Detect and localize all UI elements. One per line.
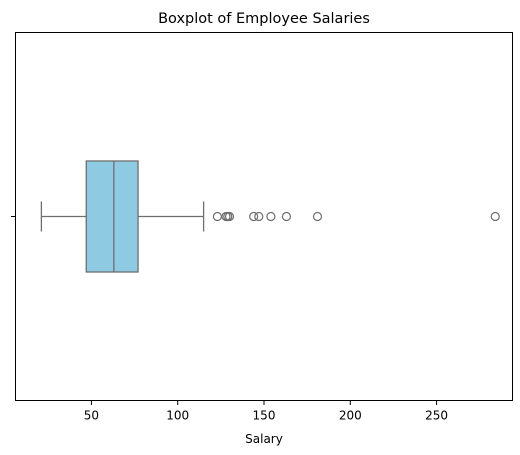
outlier-point xyxy=(254,211,264,222)
x-tick-label: 50 xyxy=(84,409,99,423)
outlier-point xyxy=(281,211,292,222)
x-axis-label: Salary xyxy=(245,432,283,446)
outlier-point xyxy=(490,211,500,222)
outlier-point xyxy=(266,211,276,222)
x-tick-label: 250 xyxy=(425,409,448,423)
interquartile-box xyxy=(85,160,139,273)
outlier-point xyxy=(312,211,323,222)
x-tick-label: 200 xyxy=(339,409,362,423)
chart-title: Boxplot of Employee Salaries xyxy=(158,11,370,27)
x-tick-label: 100 xyxy=(166,409,189,423)
box-element xyxy=(40,160,205,273)
x-axis-ticks: 50 100 150 200 250 xyxy=(84,400,448,423)
outlier-point xyxy=(249,211,259,222)
outliers xyxy=(212,211,500,222)
x-tick-label: 150 xyxy=(253,409,276,423)
outlier-point xyxy=(212,211,223,222)
outlier-point xyxy=(224,211,235,222)
